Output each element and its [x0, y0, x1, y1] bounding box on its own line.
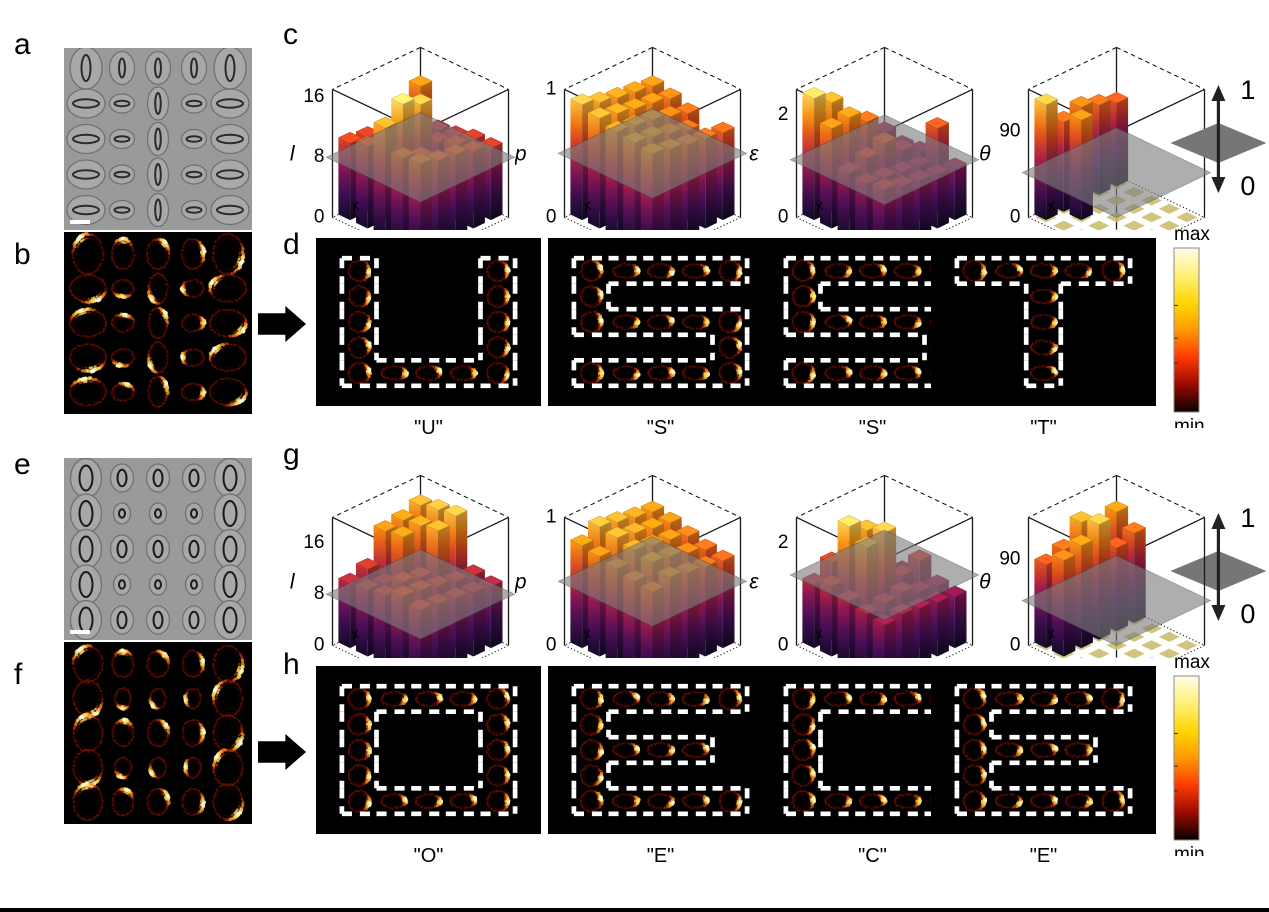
svg-text:90: 90	[999, 121, 1020, 142]
svg-text:0: 0	[1240, 599, 1255, 629]
svg-text:0: 0	[1010, 206, 1021, 227]
svg-text:ε: ε	[749, 142, 759, 165]
svg-text:0: 0	[778, 206, 789, 227]
svg-text:0: 0	[546, 206, 557, 227]
svg-text:16: 16	[303, 86, 324, 107]
svg-text:1: 1	[1240, 503, 1255, 533]
svg-text:l: l	[290, 142, 296, 165]
svg-text:0: 0	[314, 206, 325, 227]
svg-text:0: 0	[1240, 171, 1255, 201]
svg-text:1: 1	[1240, 75, 1255, 105]
svg-text:8: 8	[314, 146, 325, 167]
svg-text:θ: θ	[979, 142, 991, 165]
svg-text:1: 1	[546, 78, 557, 99]
svg-text:2: 2	[778, 104, 789, 125]
svg-text:p: p	[515, 142, 527, 165]
